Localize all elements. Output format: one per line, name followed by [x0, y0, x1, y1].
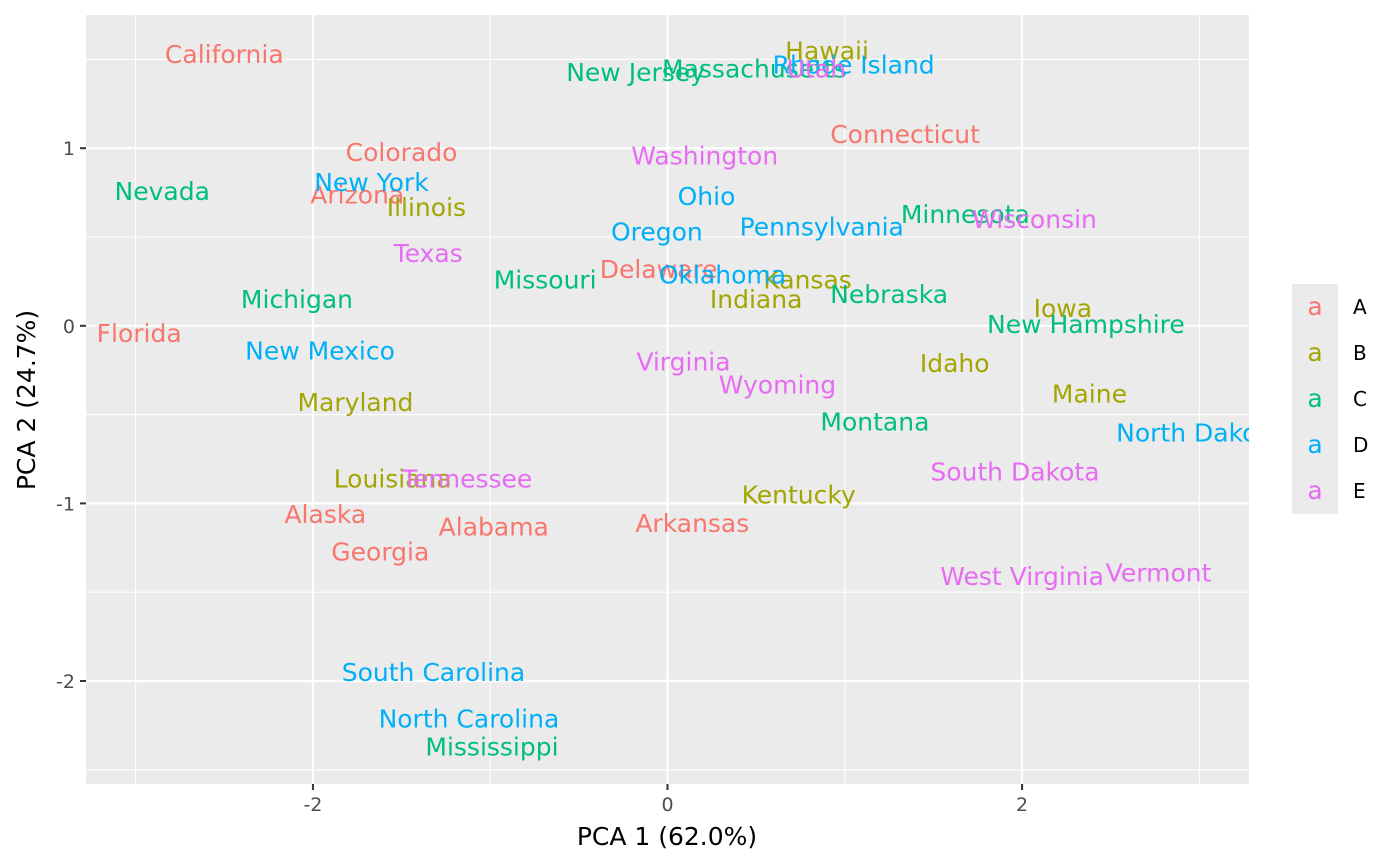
legend-key-glyph: a [1307, 338, 1322, 367]
point-label: Ohio [678, 182, 736, 211]
point-label: Colorado [346, 138, 458, 167]
point-label: New Hampshire [987, 310, 1185, 339]
point-label: New York [314, 168, 429, 197]
point-label: Nevada [115, 177, 210, 206]
point-label: North Dakota [1116, 418, 1282, 447]
point-label: Louisiana [334, 465, 452, 494]
y-tick-label: 0 [63, 316, 75, 338]
point-label: South Carolina [342, 658, 525, 687]
point-label: Montana [820, 408, 929, 437]
x-axis: -2 0 2 [303, 784, 1028, 816]
point-label: Connecticut [830, 120, 980, 149]
point-label: Maine [1052, 379, 1127, 408]
point-label: Indiana [710, 285, 803, 314]
point-label: Arkansas [635, 509, 749, 538]
point-label: Rhode Island [773, 51, 935, 80]
point-label: Michigan [241, 285, 353, 314]
point-label: Oklahoma [659, 260, 786, 289]
point-label: Utah [787, 54, 846, 83]
state-labels: Alabama Alaska Arizona Arkansas California Co… [97, 37, 1282, 762]
point-label: Maryland [297, 388, 413, 417]
point-label: Tennessee [401, 465, 532, 494]
point-label: Alabama [439, 512, 549, 541]
point-label: Massachusetts [662, 54, 847, 83]
y-axis-title: PCA 2 (24.7%) [12, 310, 41, 490]
x-tick-label: 0 [661, 794, 673, 816]
point-label: New Mexico [245, 337, 395, 366]
point-label: Delaware [600, 255, 718, 284]
point-label: Idaho [920, 349, 990, 378]
legend-label: D [1353, 433, 1368, 457]
y-axis: -2 -1 0 1 [56, 138, 86, 693]
point-label: Missouri [494, 266, 597, 295]
point-label: New Jersey [566, 58, 705, 87]
point-label: Wyoming [719, 370, 836, 399]
point-label: Iowa [1034, 294, 1092, 323]
legend-label: A [1353, 295, 1367, 319]
y-tick-label: -1 [56, 493, 75, 515]
legend-key-background [1292, 376, 1338, 422]
legend-key-glyph: a [1307, 430, 1322, 459]
legend: a Aa Ba Ca Da E [1292, 284, 1368, 514]
point-label: Illinois [387, 193, 466, 222]
legend-key-glyph: a [1307, 292, 1322, 321]
y-tick-label: -2 [56, 671, 75, 693]
legend-label: E [1353, 479, 1366, 503]
legend-key-background [1292, 468, 1338, 514]
point-label: Nebraska [830, 280, 948, 309]
point-label: Wisconsin [972, 205, 1097, 234]
point-label: Mississippi [425, 733, 558, 762]
point-label: Hawaii [785, 37, 869, 66]
point-label: Kansas [763, 266, 852, 295]
point-label: Georgia [331, 537, 429, 566]
legend-label: C [1353, 387, 1367, 411]
point-label: Pennsylvania [740, 212, 904, 241]
major-gridlines [86, 15, 1249, 784]
point-label: Florida [97, 319, 182, 348]
legend-key-background [1292, 330, 1338, 376]
point-label: Kentucky [742, 481, 856, 510]
point-label: North Carolina [379, 704, 560, 733]
y-tick-label: 1 [63, 138, 75, 160]
point-label: Washington [631, 141, 778, 170]
legend-key-glyph: a [1307, 384, 1322, 413]
x-axis-title: PCA 1 (62.0%) [577, 822, 757, 851]
point-label: Texas [393, 239, 463, 268]
point-label: South Dakota [930, 457, 1099, 486]
point-label: Oregon [611, 218, 703, 247]
point-label: Arizona [310, 180, 404, 209]
legend-label: B [1353, 341, 1367, 365]
point-label: California [165, 40, 284, 69]
point-label: Alaska [284, 500, 366, 529]
point-label: West Virginia [940, 562, 1104, 591]
legend-key-glyph: a [1307, 476, 1322, 505]
legend-key-background [1292, 422, 1338, 468]
x-tick-label: 2 [1016, 794, 1028, 816]
point-label: Vermont [1106, 559, 1212, 588]
point-label: Virginia [636, 347, 730, 376]
point-label: Minnesota [901, 200, 1030, 229]
x-tick-label: -2 [303, 794, 322, 816]
legend-key-background [1292, 284, 1338, 330]
